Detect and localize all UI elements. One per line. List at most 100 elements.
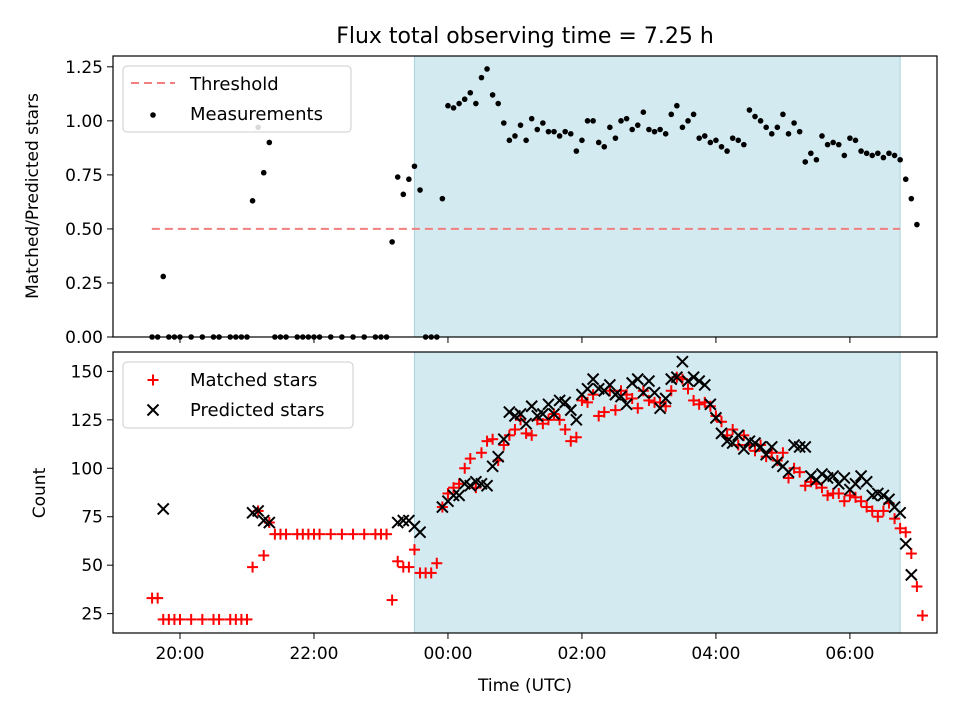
matched-star-point xyxy=(783,472,795,484)
measurement-point xyxy=(657,126,663,133)
matched-star-point xyxy=(582,396,594,408)
measurement-point xyxy=(450,105,457,111)
x-tick-label: 04:00 xyxy=(691,644,740,664)
measurement-point xyxy=(824,141,831,148)
matched-star-point xyxy=(174,613,186,625)
measurement-point xyxy=(556,133,563,139)
measurement-point xyxy=(696,135,702,141)
matched-star-point xyxy=(710,410,722,422)
y-tick-label: 0.50 xyxy=(65,220,103,240)
plot-frame xyxy=(112,55,938,338)
predicted-star-point xyxy=(709,411,723,425)
matched-star-point xyxy=(481,435,493,447)
matched-star-point xyxy=(593,410,605,422)
predicted-star-point xyxy=(581,382,594,396)
matched-star-point xyxy=(408,544,420,556)
measurement-point xyxy=(674,102,680,109)
predicted-star-point xyxy=(251,504,265,518)
measurement-point xyxy=(489,92,496,98)
y-tick-label: 125 xyxy=(71,411,103,431)
measurement-point xyxy=(540,120,546,126)
predicted-star-point xyxy=(536,407,550,421)
predicted-star-point xyxy=(882,493,896,506)
x-tick-label: 00:00 xyxy=(423,644,472,664)
matched-star-point xyxy=(799,480,811,492)
matched-star-point xyxy=(889,513,901,525)
measurement-point xyxy=(400,191,407,198)
matched-star-point xyxy=(849,491,861,503)
matched-star-point xyxy=(258,549,270,561)
predicted-star-point xyxy=(698,378,711,392)
matched-star-point xyxy=(280,528,292,540)
predicted-star-point xyxy=(899,537,912,551)
matched-star-point xyxy=(727,424,739,436)
measurement-point xyxy=(545,128,552,135)
matched-star-point xyxy=(487,433,499,445)
matched-star-point xyxy=(185,613,197,625)
matched-star-point xyxy=(459,462,471,474)
matched-star-point xyxy=(381,528,393,540)
matched-star-point xyxy=(347,528,359,540)
measurement-point xyxy=(411,163,418,170)
legend-measurements-swatch xyxy=(150,112,156,118)
measurement-point xyxy=(534,126,541,133)
predicted-star-point xyxy=(877,489,890,502)
measurement-point xyxy=(891,152,898,159)
matched-star-point xyxy=(877,505,889,517)
y-tick-label: 25 xyxy=(81,605,103,625)
bottom-panel: Count Time (UTC) 25 50 75 100 125 150 20:00 22:… xyxy=(30,351,938,696)
x-tick-label: 20:00 xyxy=(155,644,204,664)
top-legend: Threshold Measurements xyxy=(122,65,352,133)
predicted-star-point xyxy=(497,432,510,446)
y-tick-label: 0.25 xyxy=(65,274,103,294)
measurement-point xyxy=(791,120,797,126)
x-tick-label: 06:00 xyxy=(825,644,874,664)
measurement-point xyxy=(858,148,864,154)
matched-star-point xyxy=(615,385,627,397)
matched-star-point xyxy=(515,414,527,426)
measurement-point xyxy=(506,137,513,144)
measurement-point xyxy=(417,187,423,193)
predicted-star-point xyxy=(759,448,773,461)
predicted-star-point xyxy=(542,398,555,411)
measurement-point xyxy=(651,128,658,135)
matched-star-point xyxy=(654,396,666,408)
measurement-point xyxy=(579,137,585,144)
matched-star-point xyxy=(833,487,845,499)
matched-star-point xyxy=(448,482,460,494)
measurement-point xyxy=(707,139,714,146)
matched-star-point xyxy=(872,511,884,523)
measurement-point xyxy=(618,118,624,124)
matched-star-point xyxy=(760,451,772,463)
matched-star-point xyxy=(794,466,806,478)
x-tick-label: 22:00 xyxy=(289,644,338,664)
y-tick-label: 1.25 xyxy=(65,58,103,78)
measurement-point xyxy=(389,239,395,245)
bottom-x-axis-label: Time (UTC) xyxy=(477,676,572,696)
y-tick-label: 50 xyxy=(81,556,103,576)
predicted-star-point xyxy=(748,436,762,450)
measurement-point xyxy=(612,135,619,141)
matched-star-point xyxy=(866,505,878,517)
measurement-point xyxy=(819,133,825,139)
predicted-star-point xyxy=(893,506,907,520)
measurement-point xyxy=(662,131,669,137)
measurement-point xyxy=(495,100,502,107)
matched-star-point xyxy=(503,429,515,441)
measurement-point xyxy=(461,96,468,103)
matched-star-point xyxy=(147,374,159,386)
matched-star-point xyxy=(526,429,538,441)
measurement-point xyxy=(869,152,876,159)
predicted-star-point xyxy=(765,440,778,454)
predicted-star-point xyxy=(815,467,829,481)
y-tick-label: 0.00 xyxy=(65,328,103,348)
predicted-star-point xyxy=(681,374,695,388)
predicted-star-point xyxy=(413,526,427,539)
matched-star-point xyxy=(425,567,437,579)
measurement-point xyxy=(439,195,446,202)
matched-star-point xyxy=(542,414,554,426)
measurement-point xyxy=(852,137,859,144)
predicted-star-point xyxy=(692,374,706,388)
matched-star-point xyxy=(247,561,259,573)
measurement-point xyxy=(841,152,848,159)
